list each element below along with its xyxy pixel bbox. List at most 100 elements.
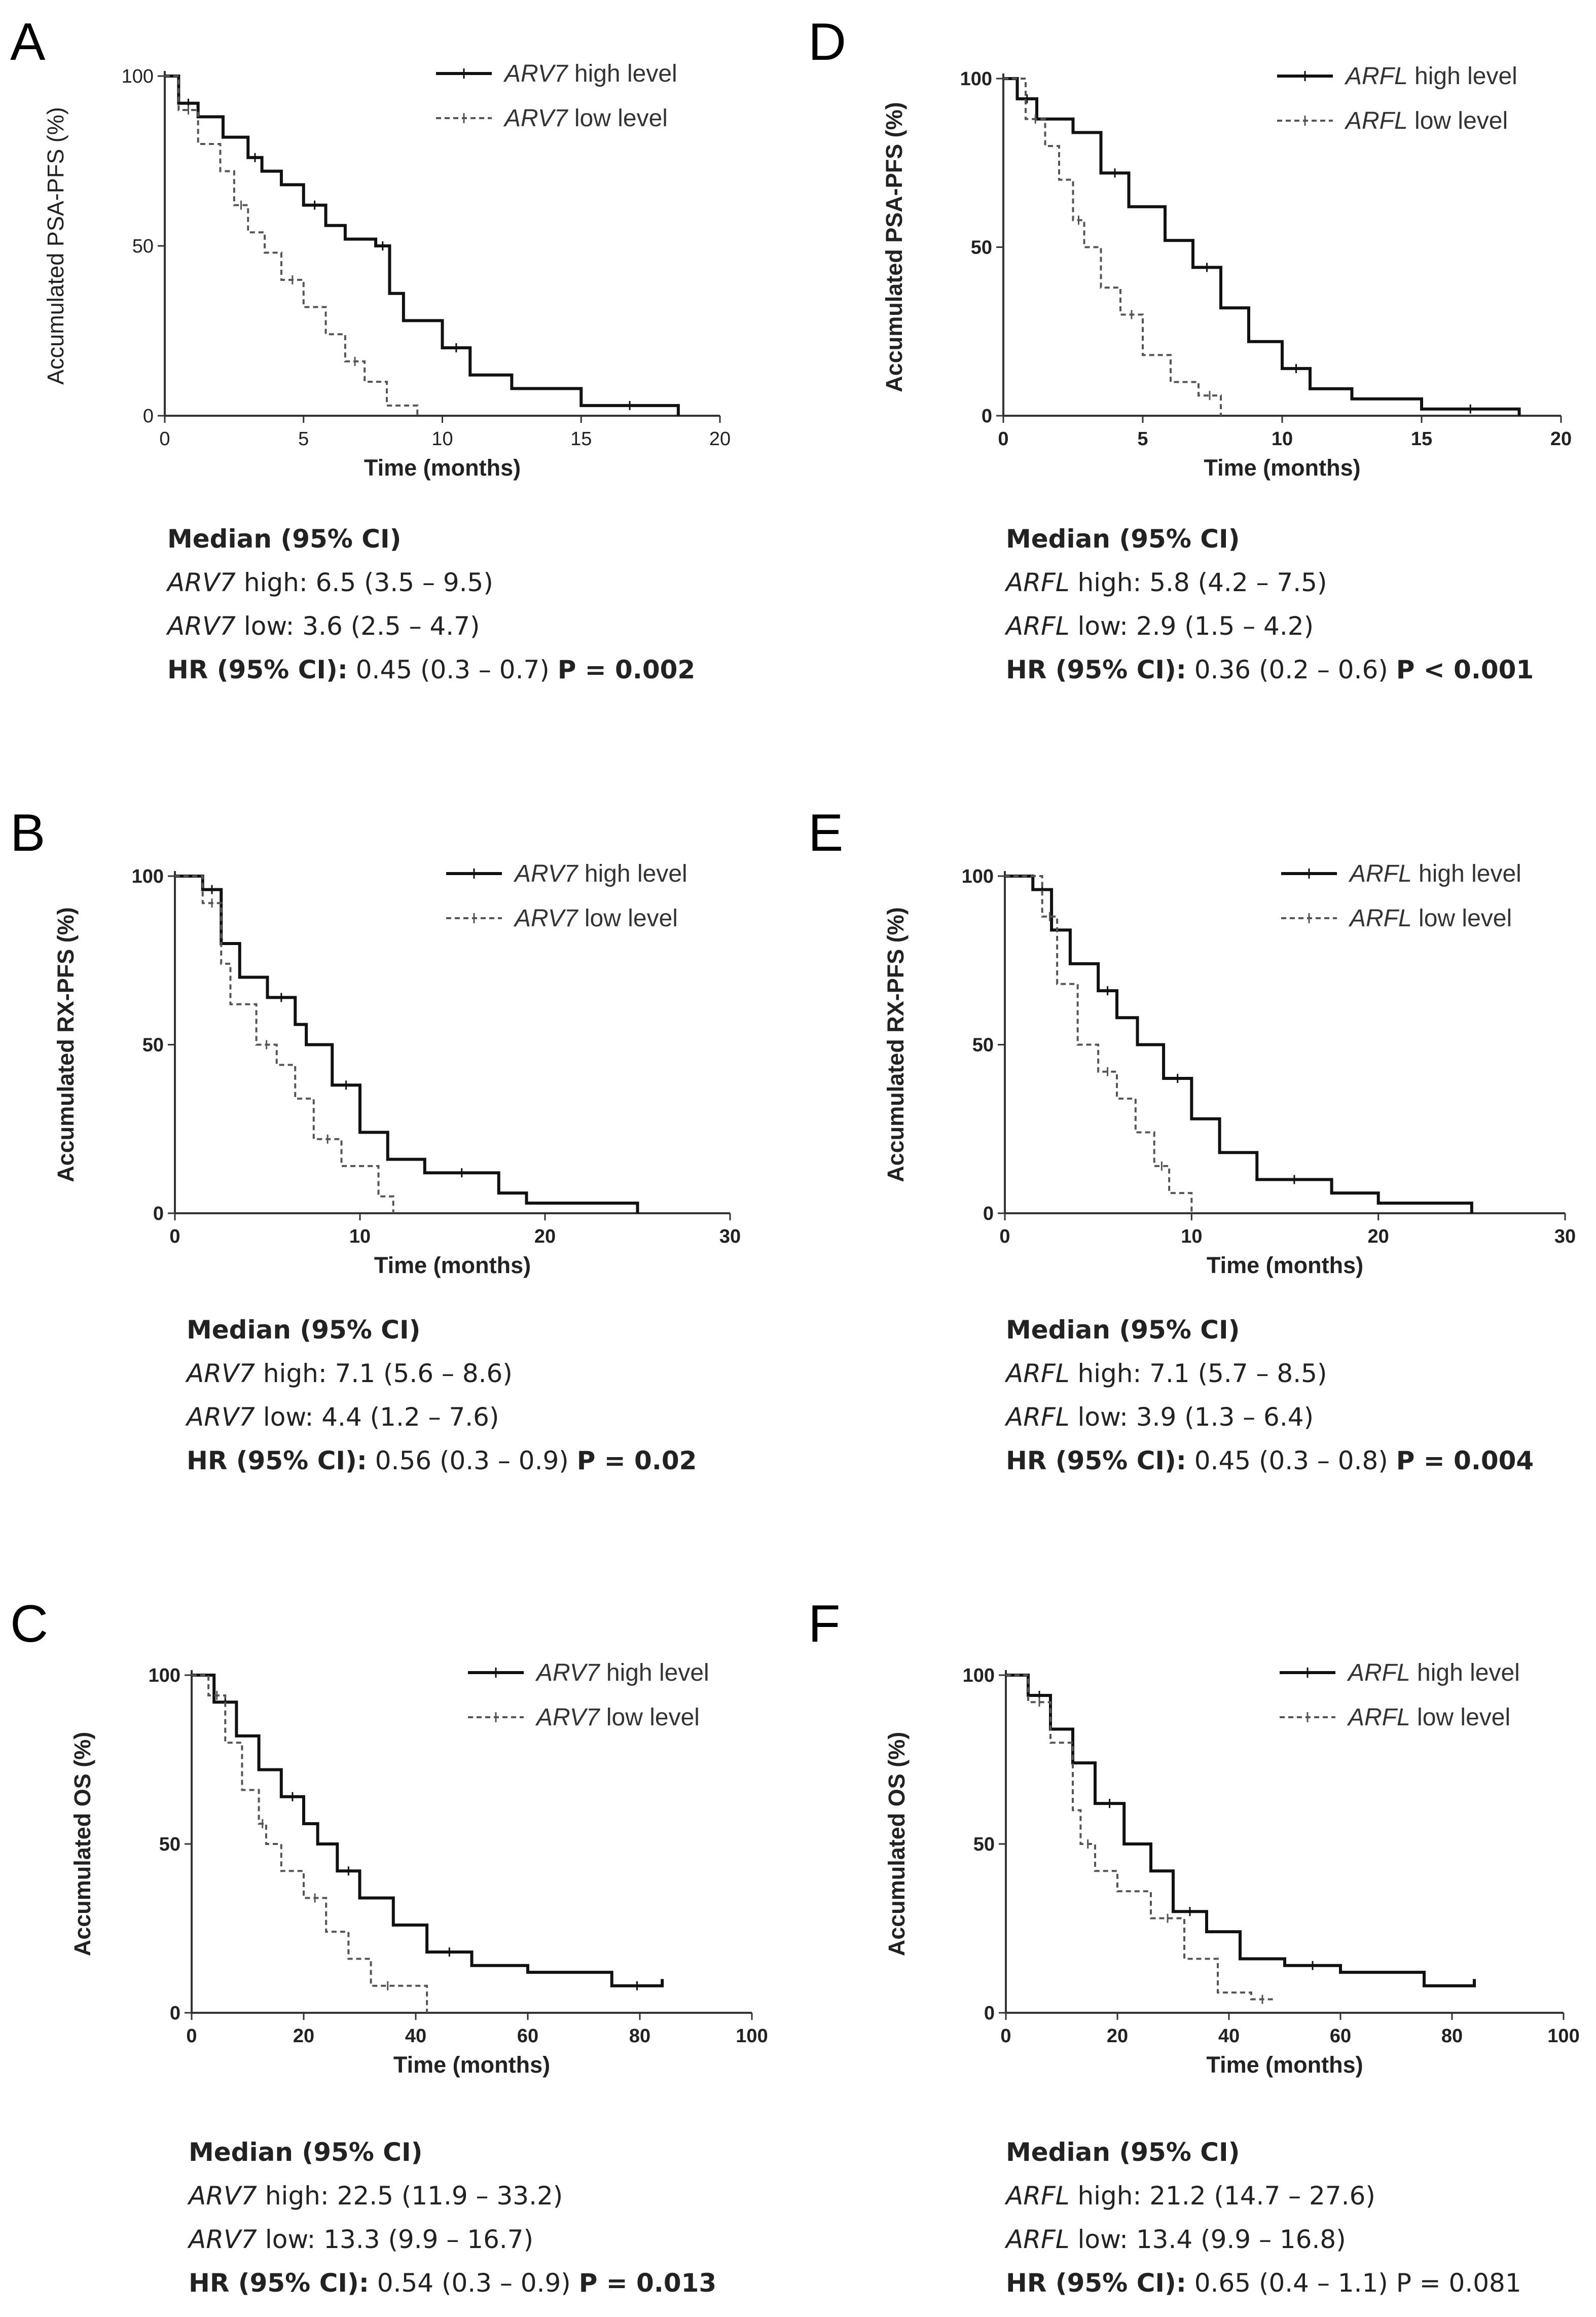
x-tick-label: 20 [1550,428,1572,450]
stats-hr: HR (95% CI): 0.54 (0.3 – 0.9) P = 0.013 [189,2268,717,2298]
low-level-curve [165,75,419,416]
panel-label: A [10,13,46,71]
stats-a: Median (95% CI) ARV7 high: 6.5 (3.5 – 9.… [167,517,695,692]
y-tick-label: 100 [122,66,154,87]
y-axis-label: Accumulated PSA-PFS (%) [43,107,68,385]
y-tick-label: 50 [973,1834,995,1855]
x-tick-label: 0 [169,1226,180,1247]
km-chart-c: C 0 20 40 60 80 100 0 50 100 Time (months) Accumula… [10,1595,768,2078]
x-tick-label: 60 [517,2025,538,2047]
low-level-curve [175,875,394,1213]
legend-label-high: ARFL high level [1347,1659,1520,1686]
y-tick-label: 100 [149,1665,180,1686]
stats-low: ARFL low: 13.4 (9.9 – 16.8) [1006,2225,1346,2254]
stats-header: Median (95% CI) [1006,1315,1240,1345]
y-tick-label: 0 [143,406,154,427]
stats-hr: HR (95% CI): 0.45 (0.3 – 0.7) P = 0.002 [167,655,696,684]
stats-hr: HR (95% CI): 0.36 (0.2 – 0.6) P < 0.001 [1006,655,1534,684]
x-tick-label: 80 [629,2025,650,2047]
low-level-curve [192,1674,428,2013]
x-tick-label: 80 [1441,2025,1463,2047]
stats-low: ARV7 low: 3.6 (2.5 – 4.7) [167,611,480,641]
x-tick-label: 10 [1272,428,1293,450]
x-tick-label: 20 [709,428,731,450]
km-chart-b: B 0 10 20 30 0 50 100 Time (months) Accumulated R… [10,804,741,1278]
x-axis-label: Time (months) [364,455,521,481]
x-axis-label: Time (months) [393,2052,550,2078]
stats-header: Median (95% CI) [1006,2138,1240,2167]
y-axis-label: Accumulated RX-PFS (%) [53,907,79,1182]
panel-label: E [808,804,843,862]
stats-high: ARFL high: 5.8 (4.2 – 7.5) [1006,568,1327,597]
panel-label: C [10,1595,48,1653]
y-axis-label: Accumulated OS (%) [69,1732,95,1957]
y-tick-label: 50 [142,1035,164,1056]
x-tick-label: 10 [349,1226,371,1247]
stats-hr: HR (95% CI): 0.65 (0.4 – 1.1) P = 0.081 [1006,2268,1521,2298]
x-tick-label: 20 [1107,2025,1128,2047]
legend-label-low: ARFL low level [1347,1704,1510,1731]
legend-label-low: ARV7 low level [503,105,668,132]
y-tick-label: 0 [984,2003,995,2024]
km-chart-e: E 0 10 20 30 0 50 100 Time (months) Accumulated R… [808,804,1576,1278]
legend-label-low: ARV7 low level [535,1704,700,1731]
x-axis-label: Time (months) [1207,1252,1363,1278]
stats-low: ARV7 low: 13.3 (9.9 – 16.7) [189,2225,534,2254]
legend-label-low: ARFL low level [1344,107,1508,134]
stats-header: Median (95% CI) [187,1315,421,1345]
legend-label-high: ARFL high level [1348,860,1521,887]
y-axis-label: Accumulated RX-PFS (%) [883,907,909,1182]
low-level-curve [1003,78,1222,416]
panel-c: C 0 20 40 60 80 100 0 50 100 Time (months) Accumula… [0,1582,798,2317]
panel-d: D 0 5 10 15 20 0 50 100 Time (months) Accumulated … [798,0,1596,761]
x-tick-label: 40 [1218,2025,1240,2047]
y-axis-label: Accumulated PSA-PFS (%) [881,102,907,392]
stats-high: ARV7 high: 7.1 (5.6 – 8.6) [187,1359,513,1388]
legend-label-high: ARV7 high level [513,860,687,887]
km-chart-d: D 0 5 10 15 20 0 50 100 Time (months) Accumulated … [808,13,1572,481]
y-tick-label: 50 [132,236,154,257]
x-tick-label: 100 [1547,2025,1579,2047]
x-tick-label: 15 [570,428,592,450]
x-tick-label: 30 [719,1226,741,1247]
x-tick-label: 0 [186,2025,197,2047]
x-tick-label: 15 [1411,428,1432,450]
panel-b: B 0 10 20 30 0 50 100 Time (months) Accumulated R… [0,791,798,1551]
stats-high: ARV7 high: 6.5 (3.5 – 9.5) [167,568,493,597]
panel-f: F 0 20 40 60 80 100 0 50 100 Time (months) Accumula… [798,1582,1596,2317]
x-tick-label: 100 [736,2025,768,2047]
panel-label: B [10,804,45,862]
high-level-curve [1003,77,1521,416]
x-axis-label: Time (months) [374,1252,531,1278]
y-axis-label: Accumulated OS (%) [884,1732,910,1957]
km-chart-f: F 0 20 40 60 80 100 0 50 100 Time (months) Accumula… [808,1595,1580,2078]
x-tick-label: 5 [298,428,309,450]
stats-e: Median (95% CI) ARFL high: 7.1 (5.7 – 8.… [1006,1308,1534,1482]
stats-low: ARFL low: 3.9 (1.3 – 6.4) [1006,1402,1314,1432]
x-tick-label: 0 [1000,2025,1011,2047]
legend-label-low: ARV7 low level [513,905,678,932]
legend-label-low: ARFL low level [1348,905,1512,932]
stats-f: Median (95% CI) ARFL high: 21.2 (14.7 – … [1006,2130,1521,2305]
high-level-curve [165,75,680,416]
panel-a: A 0 5 10 15 20 0 50 100 Time (months) Accumulated … [0,0,798,761]
y-tick-label: 100 [132,866,164,887]
x-axis-label: Time (months) [1204,455,1360,481]
x-tick-label: 30 [1554,1226,1576,1247]
y-tick-label: 100 [963,1665,995,1686]
y-tick-label: 50 [972,1035,994,1056]
y-tick-label: 0 [153,1203,164,1224]
y-tick-label: 50 [159,1834,180,1855]
panel-label: D [808,13,846,71]
legend-label-high: ARV7 high level [503,60,677,87]
high-level-curve [175,875,639,1213]
stats-low: ARV7 low: 4.4 (1.2 – 7.6) [187,1402,499,1432]
legend-label-high: ARFL high level [1344,63,1517,90]
stats-high: ARV7 high: 22.5 (11.9 – 33.2) [189,2181,563,2211]
x-tick-label: 10 [1181,1226,1202,1247]
panel-e: E 0 10 20 30 0 50 100 Time (months) Accumulated R… [798,791,1596,1551]
y-tick-label: 50 [971,237,992,259]
legend-label-high: ARV7 high level [535,1659,709,1686]
y-tick-label: 100 [962,866,994,887]
high-level-curve [1006,1674,1476,1987]
